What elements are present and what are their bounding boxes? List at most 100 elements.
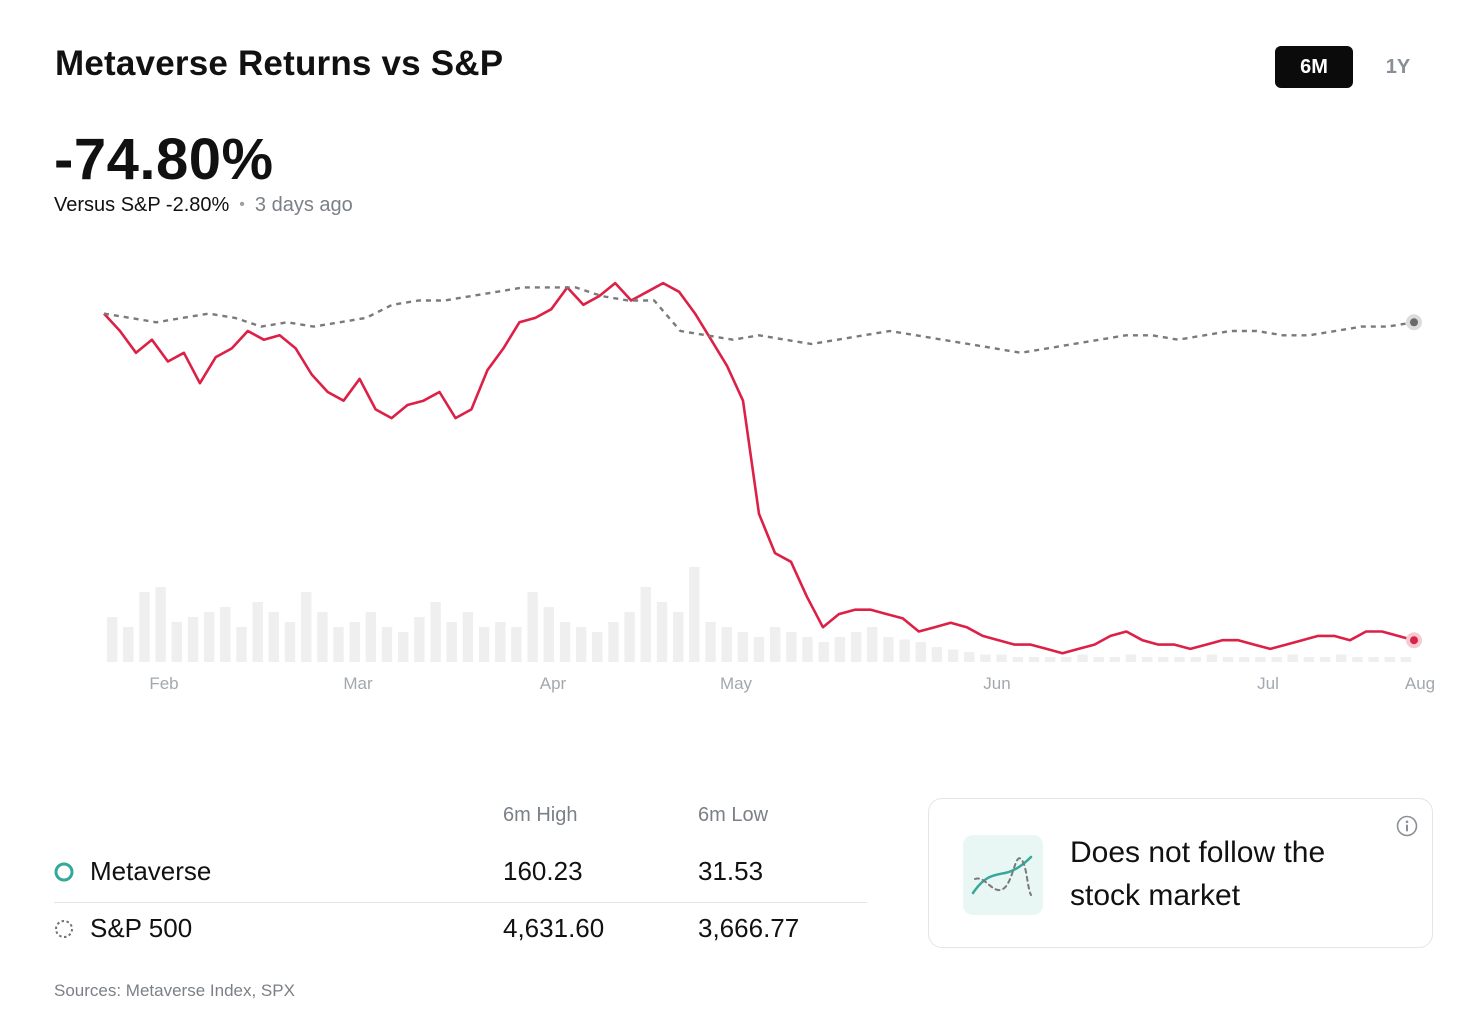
- volume-bar: [333, 627, 344, 662]
- card-message: Does not follow the stock market: [1070, 836, 1326, 912]
- x-tick-label: Feb: [149, 674, 178, 693]
- volume-bar: [1093, 657, 1104, 662]
- volume-bar: [1336, 654, 1347, 662]
- info-icon[interactable]: [1396, 815, 1418, 837]
- x-axis-labels: Feb Mar Apr May Jun Jul Aug: [149, 674, 1435, 693]
- table-row-sp500: S&P 500 4,631.60 3,666.77: [54, 903, 867, 959]
- volume-bar: [1319, 657, 1331, 662]
- return-value: -74.80%: [54, 127, 274, 192]
- metaverse-legend-icon: [54, 862, 74, 882]
- volume-bar: [1142, 657, 1153, 662]
- volume-bar: [284, 622, 296, 662]
- row-name: Metaverse: [90, 856, 212, 886]
- header-6m-high: 6m High: [503, 804, 578, 826]
- volume-bar: [656, 602, 668, 662]
- volume-bar: [867, 627, 878, 662]
- volume-bar: [640, 587, 651, 662]
- volume-bar: [187, 617, 199, 662]
- volume-bar: [1352, 657, 1363, 662]
- returns-chart[interactable]: Feb Mar Apr May Jun Jul Aug: [0, 240, 1480, 710]
- volume-bar: [608, 622, 619, 662]
- volume-bars: [106, 567, 1412, 662]
- range-1y-button[interactable]: 1Y: [1385, 55, 1411, 78]
- series-lines: [103, 281, 1415, 655]
- range-6m-button[interactable]: 6M: [1275, 46, 1353, 88]
- metaverse-end-dot: [1410, 636, 1418, 645]
- volume-bar: [737, 632, 749, 662]
- sp500-line: [103, 286, 1415, 354]
- volume-bar: [753, 637, 765, 662]
- volume-bar: [252, 602, 263, 662]
- x-tick-label: May: [720, 674, 753, 693]
- volume-bar: [430, 602, 441, 662]
- volume-bar: [446, 622, 457, 662]
- volume-bar: [1384, 657, 1395, 662]
- volume-bar: [398, 632, 409, 662]
- versus-sp-text: Versus S&P -2.80%: [54, 194, 230, 216]
- volume-bar: [220, 607, 231, 662]
- volume-bar: [462, 612, 474, 662]
- volume-bar: [365, 612, 377, 662]
- chart-crossing-icon: [963, 835, 1043, 915]
- volume-bar: [1012, 657, 1023, 662]
- volume-bar: [1271, 657, 1282, 662]
- volume-bar: [1174, 657, 1185, 662]
- x-tick-label: Aug: [1405, 674, 1435, 693]
- volume-bar: [171, 622, 182, 662]
- volume-bar: [1206, 654, 1218, 662]
- volume-bar: [786, 632, 797, 662]
- volume-bar: [527, 592, 538, 662]
- volume-bar: [1158, 657, 1169, 662]
- volume-bar: [123, 627, 134, 662]
- volume-bar: [543, 607, 554, 662]
- metaverse-line: [103, 281, 1415, 655]
- row-low: 3,666.77: [698, 913, 800, 943]
- volume-bar: [1077, 654, 1088, 662]
- insight-card: Does not follow the stock market: [928, 798, 1433, 948]
- volume-bar: [850, 632, 862, 662]
- volume-bar: [996, 654, 1007, 662]
- end-markers: [1406, 314, 1422, 649]
- volume-bar: [511, 627, 522, 662]
- volume-bar: [834, 637, 846, 662]
- volume-bar: [139, 592, 150, 662]
- sources-note: Sources: Metaverse Index, SPX: [54, 981, 295, 1000]
- x-tick-label: Mar: [343, 674, 373, 693]
- volume-bar: [349, 622, 360, 662]
- volume-bar: [802, 637, 813, 662]
- volume-bar: [931, 647, 943, 662]
- x-tick-label: Jun: [983, 674, 1010, 693]
- volume-bar: [1190, 657, 1201, 662]
- volume-bar: [106, 617, 118, 662]
- volume-bar: [980, 654, 991, 662]
- volume-bar: [1400, 657, 1412, 662]
- volume-bar: [673, 612, 684, 662]
- volume-bar: [203, 612, 215, 662]
- volume-bar: [1287, 654, 1298, 662]
- volume-bar: [301, 592, 312, 662]
- volume-bar: [1061, 657, 1072, 662]
- volume-bar: [317, 612, 328, 662]
- volume-bar: [964, 652, 975, 662]
- volume-bar: [883, 637, 894, 662]
- volume-bar: [1044, 657, 1056, 662]
- x-tick-label: Apr: [540, 674, 567, 693]
- volume-bar: [381, 627, 393, 662]
- row-high: 4,631.60: [503, 913, 605, 943]
- volume-bar: [721, 627, 732, 662]
- updated-time: 3 days ago: [254, 194, 353, 216]
- volume-bar: [947, 649, 959, 662]
- volume-bar: [495, 622, 506, 662]
- volume-bar: [1255, 657, 1266, 662]
- volume-bar: [915, 642, 926, 662]
- summary-subline: Versus S&P -2.80% • 3 days ago: [54, 194, 353, 217]
- volume-bar: [1303, 657, 1315, 662]
- volume-bar: [624, 612, 635, 662]
- volume-bar: [155, 587, 166, 662]
- volume-bar: [478, 627, 490, 662]
- table-row-metaverse: Metaverse 160.23 31.53: [54, 846, 867, 903]
- volume-bar: [268, 612, 279, 662]
- volume-bar: [414, 617, 425, 662]
- volume-bar: [1222, 657, 1234, 662]
- volume-bar: [899, 639, 910, 662]
